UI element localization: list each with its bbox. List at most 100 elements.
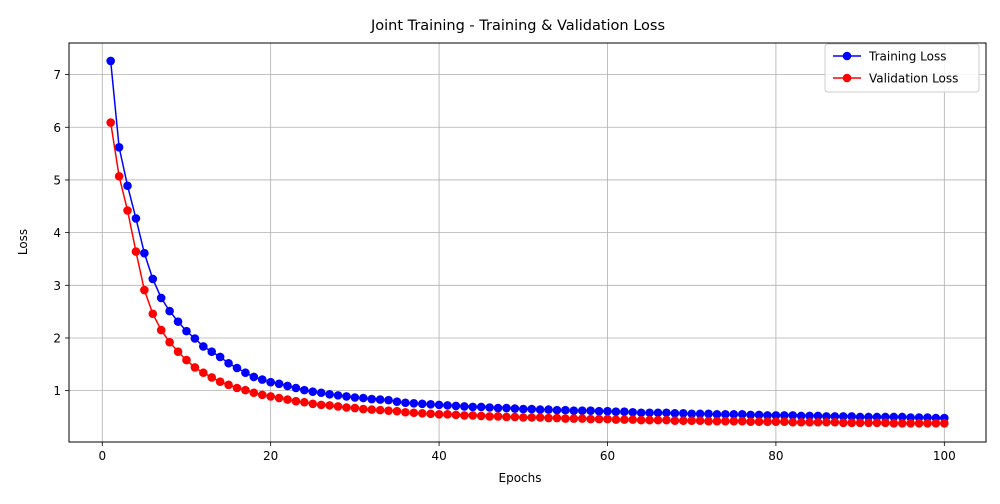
data-point	[199, 342, 208, 351]
data-point	[670, 408, 680, 418]
x-tick-label: 20	[263, 449, 278, 463]
data-point	[502, 403, 511, 413]
data-point	[215, 377, 225, 386]
data-point	[257, 375, 267, 384]
data-point	[123, 181, 132, 191]
data-point	[577, 414, 587, 423]
data-point	[620, 407, 629, 417]
data-point	[737, 416, 747, 426]
data-point	[173, 347, 183, 356]
x-tick-label: 40	[431, 449, 446, 463]
data-point	[721, 410, 730, 419]
data-point	[518, 404, 528, 414]
data-point	[468, 411, 478, 420]
data-point	[704, 409, 713, 419]
chart-title: Joint Training - Training & Validation L…	[370, 18, 665, 34]
data-point	[611, 415, 621, 424]
x-axis-ticks: 0 20 40 60 80 100	[98, 442, 956, 463]
data-point	[712, 416, 722, 426]
data-point	[434, 400, 444, 410]
data-point	[594, 414, 604, 424]
data-point	[182, 355, 191, 365]
data-point	[156, 293, 166, 303]
data-point	[552, 405, 562, 415]
y-tick-label: 4	[53, 226, 61, 240]
data-point	[274, 393, 284, 403]
data-point	[889, 412, 899, 422]
data-point	[190, 363, 200, 372]
data-point	[502, 412, 511, 422]
data-point	[401, 398, 410, 408]
data-point	[207, 347, 217, 356]
data-point	[316, 400, 326, 410]
data-point	[392, 406, 402, 416]
data-point	[493, 403, 503, 413]
legend: Training Loss Validation Loss	[824, 43, 980, 93]
legend-entry: Training Loss	[833, 50, 946, 64]
x-tick-label: 80	[768, 449, 783, 463]
data-point	[603, 414, 612, 424]
y-tick-label: 5	[53, 173, 61, 187]
data-point	[796, 411, 806, 421]
data-point	[729, 416, 739, 426]
data-point	[594, 406, 604, 416]
data-point	[274, 379, 284, 389]
data-point	[746, 417, 755, 427]
data-point	[325, 390, 334, 399]
data-point	[889, 419, 899, 428]
data-point	[257, 390, 267, 400]
data-point	[283, 395, 292, 404]
data-point	[148, 309, 158, 319]
data-point	[426, 400, 435, 409]
data-point	[241, 385, 250, 395]
data-point	[207, 373, 217, 382]
x-axis-label: Epochs	[499, 471, 542, 485]
data-point	[131, 214, 141, 223]
data-point	[535, 413, 545, 422]
data-point	[350, 403, 360, 413]
data-point	[897, 419, 907, 428]
legend-label: Training Loss	[868, 50, 946, 64]
data-point	[527, 404, 537, 414]
data-point	[392, 397, 402, 407]
data-point	[426, 409, 435, 419]
data-point	[754, 410, 764, 420]
data-point	[409, 398, 419, 408]
data-point	[561, 405, 570, 415]
data-point	[300, 397, 309, 407]
series-layer	[106, 56, 949, 428]
data-point	[182, 326, 191, 336]
data-point	[350, 393, 360, 402]
data-point	[232, 383, 242, 393]
legend-box	[824, 43, 980, 93]
data-point	[215, 352, 225, 362]
data-point	[342, 403, 351, 412]
data-point	[535, 405, 545, 414]
data-point	[401, 407, 410, 417]
data-point	[620, 415, 629, 424]
data-point	[527, 413, 537, 422]
data-point	[199, 368, 208, 378]
data-point	[796, 417, 806, 427]
data-point	[586, 406, 595, 415]
data-point	[855, 418, 865, 428]
data-point	[906, 419, 915, 428]
data-point	[114, 142, 124, 152]
y-axis-label: Loss	[16, 229, 30, 255]
data-point	[678, 408, 688, 418]
data-point	[586, 414, 595, 424]
data-point	[695, 409, 705, 419]
data-point	[451, 410, 461, 420]
data-point	[771, 411, 781, 420]
grid-lines	[69, 43, 986, 442]
data-point	[923, 419, 932, 428]
data-point	[384, 406, 393, 415]
y-axis-ticks: 1 2 3 4 5 6 7	[53, 68, 69, 398]
data-point	[241, 368, 250, 378]
data-point	[333, 402, 343, 411]
data-point	[881, 418, 890, 428]
data-point	[897, 412, 907, 422]
data-point	[165, 306, 174, 316]
data-point	[611, 407, 621, 417]
